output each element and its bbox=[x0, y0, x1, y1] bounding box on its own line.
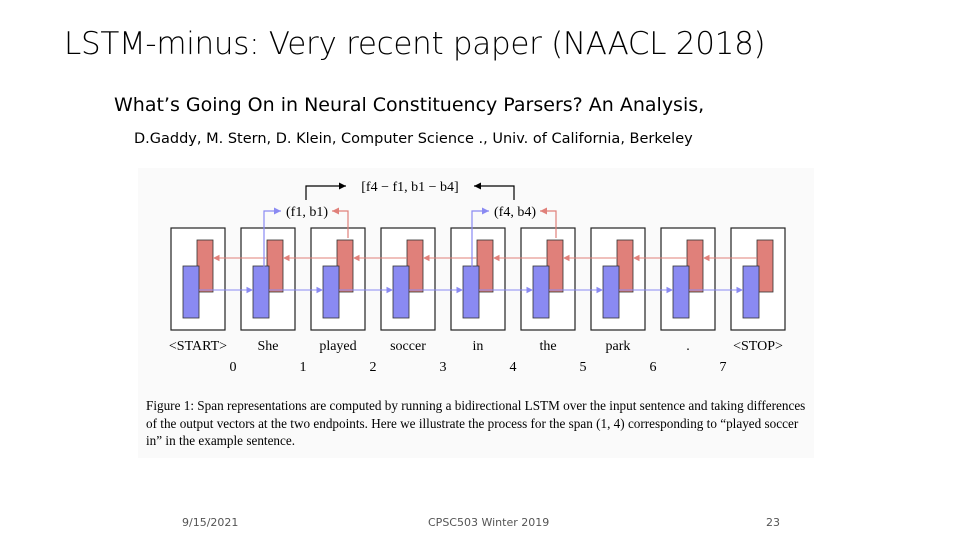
index-label: 2 bbox=[370, 360, 377, 375]
word-token: <STOP> bbox=[733, 339, 783, 354]
left-endpoint-label: (f1, b1) bbox=[286, 205, 328, 220]
index-label: 3 bbox=[440, 360, 447, 375]
word-token: She bbox=[258, 339, 279, 354]
lstm-cell bbox=[730, 227, 786, 331]
index-label: 1 bbox=[300, 360, 307, 375]
fencepost-indices: 0 1 2 3 4 5 6 7 bbox=[230, 360, 727, 375]
span-representation-label: [f4 − f1, b1 − b4] bbox=[361, 180, 458, 195]
footer-course: CPSC503 Winter 2019 bbox=[428, 516, 550, 529]
f4-arrow bbox=[471, 207, 489, 268]
word-token: park bbox=[606, 339, 631, 354]
word-token: the bbox=[539, 339, 556, 354]
paper-authors: D.Gaddy, M. Stern, D. Klein, Computer Sc… bbox=[134, 131, 693, 147]
lstm-cells bbox=[170, 227, 786, 331]
index-label: 5 bbox=[580, 360, 587, 375]
backward-state bbox=[686, 239, 704, 293]
word-token: soccer bbox=[390, 339, 426, 354]
lstm-cell bbox=[590, 227, 646, 331]
figure-caption: Figure 1: Span representations are compu… bbox=[146, 398, 806, 448]
lstm-cell bbox=[520, 227, 576, 331]
forward-state bbox=[742, 265, 760, 319]
index-label: 4 bbox=[510, 360, 517, 375]
backward-state bbox=[756, 239, 774, 293]
forward-state bbox=[322, 265, 340, 319]
lstm-cell bbox=[170, 227, 226, 331]
forward-state bbox=[532, 265, 550, 319]
word-token: in bbox=[473, 339, 484, 354]
backward-state bbox=[616, 239, 634, 293]
sentence-words: <START> She played soccer in the park. <STOP> bbox=[169, 339, 783, 354]
recurrent-arrows bbox=[199, 254, 757, 294]
footer-date: 9/15/2021 bbox=[182, 516, 239, 529]
f1-arrow bbox=[263, 207, 281, 268]
word-token: played bbox=[319, 339, 356, 354]
lstm-diagram: [f4 − f1, b1 − b4] (f1, b1) (f4, b4) <ST… bbox=[169, 180, 786, 375]
footer-page-number: 23 bbox=[766, 516, 780, 529]
right-endpoint-label: (f4, b4) bbox=[494, 205, 536, 220]
right-diff-arrow bbox=[474, 182, 515, 200]
b4-arrow bbox=[540, 207, 557, 238]
lstm-cell bbox=[310, 227, 366, 331]
lstm-cell bbox=[240, 227, 296, 331]
forward-state bbox=[462, 265, 480, 319]
paper-title: What’s Going On in Neural Constituency P… bbox=[114, 94, 705, 116]
index-label: 0 bbox=[230, 360, 237, 375]
forward-state bbox=[602, 265, 620, 319]
index-label: 7 bbox=[720, 360, 727, 375]
backward-state bbox=[546, 239, 564, 293]
left-diff-arrow bbox=[305, 182, 346, 200]
figure: [f4 − f1, b1 − b4] (f1, b1) (f4, b4) <ST… bbox=[138, 168, 814, 458]
forward-state bbox=[672, 265, 690, 319]
index-label: 6 bbox=[650, 360, 657, 375]
word-token: . bbox=[686, 339, 690, 354]
lstm-cell bbox=[660, 227, 716, 331]
forward-state bbox=[392, 265, 410, 319]
b1-arrow bbox=[332, 207, 349, 238]
endpoint-arrows bbox=[263, 182, 557, 268]
forward-state bbox=[182, 265, 200, 319]
lstm-cell bbox=[380, 227, 436, 331]
forward-state bbox=[252, 265, 270, 319]
lstm-cell bbox=[450, 227, 506, 331]
slide-title: LSTM-minus: Very recent paper (NAACL 201… bbox=[64, 26, 766, 62]
word-token: <START> bbox=[169, 339, 227, 354]
